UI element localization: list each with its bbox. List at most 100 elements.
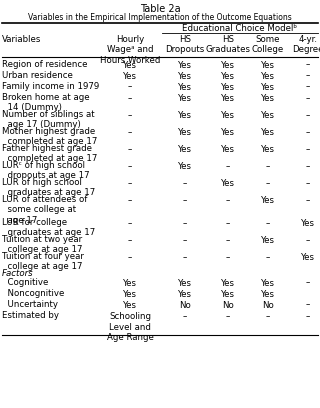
Text: Factors: Factors <box>2 269 34 278</box>
Text: HS
Graduates: HS Graduates <box>205 35 251 54</box>
Text: –: – <box>183 219 187 228</box>
Text: –: – <box>306 145 310 154</box>
Text: –: – <box>128 179 132 188</box>
Text: No: No <box>179 301 191 310</box>
Text: –: – <box>128 236 132 245</box>
Text: –: – <box>266 219 270 228</box>
Text: Yes: Yes <box>221 179 235 188</box>
Text: Yes: Yes <box>178 128 192 137</box>
Text: –: – <box>128 219 132 228</box>
Text: Yes: Yes <box>178 145 192 154</box>
Text: Yes: Yes <box>178 94 192 103</box>
Text: Yes: Yes <box>221 71 235 80</box>
Text: Yes: Yes <box>261 145 275 154</box>
Text: Yes: Yes <box>221 145 235 154</box>
Text: –: – <box>183 253 187 262</box>
Text: –: – <box>306 71 310 80</box>
Text: Yes: Yes <box>178 71 192 80</box>
Text: –: – <box>128 111 132 120</box>
Text: Yes: Yes <box>261 196 275 205</box>
Text: Yes: Yes <box>221 82 235 91</box>
Text: Schooling
Level and
Age Range: Schooling Level and Age Range <box>107 312 153 342</box>
Text: Yes: Yes <box>261 236 275 245</box>
Text: –: – <box>226 236 230 245</box>
Text: Yes: Yes <box>123 60 137 69</box>
Text: LUR of attendees of
  some college at
  age 17: LUR of attendees of some college at age … <box>2 195 87 225</box>
Text: –: – <box>266 179 270 188</box>
Text: Yes: Yes <box>301 219 315 228</box>
Text: Yes: Yes <box>221 279 235 288</box>
Text: Yes: Yes <box>221 290 235 299</box>
Text: –: – <box>183 179 187 188</box>
Text: –: – <box>226 196 230 205</box>
Text: –: – <box>128 196 132 205</box>
Text: Yes: Yes <box>261 94 275 103</box>
Text: –: – <box>128 128 132 137</box>
Text: LUR for college
  graduates at age 17: LUR for college graduates at age 17 <box>2 218 95 237</box>
Text: –: – <box>128 145 132 154</box>
Text: –: – <box>306 60 310 69</box>
Text: –: – <box>226 253 230 262</box>
Text: Estimated by: Estimated by <box>2 311 59 320</box>
Text: LUR of high school
  graduates at age 17: LUR of high school graduates at age 17 <box>2 178 95 197</box>
Text: –: – <box>306 301 310 310</box>
Text: –: – <box>183 236 187 245</box>
Text: –: – <box>226 312 230 321</box>
Text: –: – <box>306 312 310 321</box>
Text: Yes: Yes <box>261 111 275 120</box>
Text: –: – <box>306 196 310 205</box>
Text: –: – <box>128 162 132 171</box>
Text: Yes: Yes <box>221 111 235 120</box>
Text: Father highest grade
  completed at age 17: Father highest grade completed at age 17 <box>2 144 97 163</box>
Text: Yes: Yes <box>178 162 192 171</box>
Text: Yes: Yes <box>178 60 192 69</box>
Text: –: – <box>306 279 310 288</box>
Text: Yes: Yes <box>221 128 235 137</box>
Text: Family income in 1979: Family income in 1979 <box>2 82 99 91</box>
Text: –: – <box>306 236 310 245</box>
Text: Yes: Yes <box>123 71 137 80</box>
Text: Yes: Yes <box>123 279 137 288</box>
Text: Hourly
Wageᵃ and
Hours Worked: Hourly Wageᵃ and Hours Worked <box>100 35 160 65</box>
Text: –: – <box>266 162 270 171</box>
Text: Yes: Yes <box>261 290 275 299</box>
Text: Yes: Yes <box>178 82 192 91</box>
Text: Tuition at two year
  college at age 17: Tuition at two year college at age 17 <box>2 235 83 255</box>
Text: –: – <box>306 82 310 91</box>
Text: HS
Dropouts: HS Dropouts <box>165 35 204 54</box>
Text: –: – <box>306 94 310 103</box>
Text: Number of siblings at
  age 17 (Dummy): Number of siblings at age 17 (Dummy) <box>2 110 95 129</box>
Text: Variables: Variables <box>2 35 41 44</box>
Text: Yes: Yes <box>123 301 137 310</box>
Text: Yes: Yes <box>123 290 137 299</box>
Text: –: – <box>183 196 187 205</box>
Text: Educational Choice Modelᵇ: Educational Choice Modelᵇ <box>182 24 298 33</box>
Text: Cognitive: Cognitive <box>2 278 48 287</box>
Text: –: – <box>306 128 310 137</box>
Text: Yes: Yes <box>261 279 275 288</box>
Text: Yes: Yes <box>261 128 275 137</box>
Text: LURᶜ of high school
  dropouts at age 17: LURᶜ of high school dropouts at age 17 <box>2 161 90 180</box>
Text: –: – <box>128 94 132 103</box>
Text: Broken home at age
  14 (Dummy): Broken home at age 14 (Dummy) <box>2 93 90 112</box>
Text: Region of residence: Region of residence <box>2 60 87 69</box>
Text: No: No <box>222 301 234 310</box>
Text: –: – <box>306 162 310 171</box>
Text: Tuition at four year
  college at age 17: Tuition at four year college at age 17 <box>2 252 84 271</box>
Text: Yes: Yes <box>261 60 275 69</box>
Text: –: – <box>128 82 132 91</box>
Text: Yes: Yes <box>221 60 235 69</box>
Text: Noncognitive: Noncognitive <box>2 289 64 298</box>
Text: –: – <box>226 219 230 228</box>
Text: Yes: Yes <box>261 82 275 91</box>
Text: Yes: Yes <box>178 290 192 299</box>
Text: –: – <box>226 162 230 171</box>
Text: Yes: Yes <box>221 94 235 103</box>
Text: –: – <box>266 253 270 262</box>
Text: –: – <box>266 312 270 321</box>
Text: Yes: Yes <box>178 111 192 120</box>
Text: Mother highest grade
  completed at age 17: Mother highest grade completed at age 17 <box>2 127 97 146</box>
Text: Some
College: Some College <box>252 35 284 54</box>
Text: 4-yr.
Degree: 4-yr. Degree <box>292 35 320 54</box>
Text: Variables in the Empirical Implementation of the Outcome Equations: Variables in the Empirical Implementatio… <box>28 13 292 22</box>
